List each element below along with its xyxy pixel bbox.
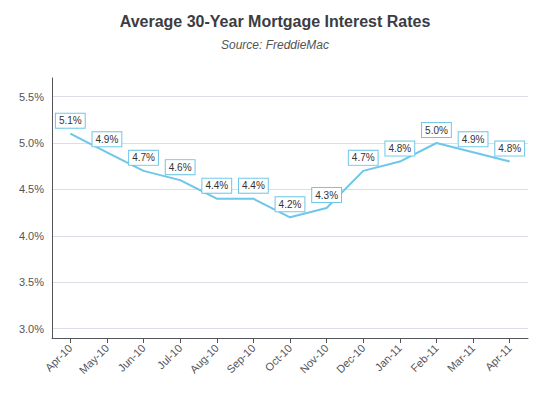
svg-text:4.9%: 4.9% [96, 134, 119, 145]
svg-text:5.5%: 5.5% [19, 91, 44, 103]
svg-text:Oct-10: Oct-10 [262, 342, 294, 374]
svg-text:Dec-10: Dec-10 [334, 342, 368, 376]
svg-text:4.9%: 4.9% [462, 134, 485, 145]
svg-text:4.6%: 4.6% [169, 162, 192, 173]
svg-text:Sep-10: Sep-10 [224, 342, 258, 376]
svg-text:4.7%: 4.7% [352, 152, 375, 163]
svg-text:Jul-10: Jul-10 [155, 342, 185, 372]
svg-text:4.8%: 4.8% [498, 143, 521, 154]
svg-text:Feb-11: Feb-11 [408, 342, 441, 375]
svg-text:5.1%: 5.1% [59, 115, 82, 126]
svg-text:5.0%: 5.0% [19, 137, 44, 149]
svg-text:Average 30-Year Mortgage Inter: Average 30-Year Mortgage Interest Rates [120, 13, 431, 30]
svg-text:4.4%: 4.4% [205, 180, 228, 191]
svg-text:4.5%: 4.5% [19, 183, 44, 195]
svg-text:Jan-11: Jan-11 [372, 342, 404, 374]
svg-text:Apr-10: Apr-10 [43, 342, 75, 374]
svg-text:May-10: May-10 [77, 342, 111, 376]
svg-text:Mar-11: Mar-11 [445, 342, 478, 375]
svg-text:Apr-11: Apr-11 [483, 342, 514, 373]
svg-text:4.7%: 4.7% [132, 152, 155, 163]
svg-text:3.5%: 3.5% [19, 276, 44, 288]
svg-text:Jun-10: Jun-10 [116, 342, 148, 374]
svg-text:4.0%: 4.0% [19, 230, 44, 242]
svg-text:4.8%: 4.8% [388, 143, 411, 154]
svg-text:3.0%: 3.0% [19, 323, 44, 335]
svg-text:Aug-10: Aug-10 [187, 342, 221, 376]
svg-text:5.0%: 5.0% [425, 125, 448, 136]
svg-text:4.4%: 4.4% [242, 180, 265, 191]
svg-text:4.2%: 4.2% [279, 199, 302, 210]
svg-text:4.3%: 4.3% [315, 190, 338, 201]
svg-text:Nov-10: Nov-10 [297, 342, 331, 376]
svg-text:Source: FreddieMac: Source: FreddieMac [221, 38, 329, 52]
